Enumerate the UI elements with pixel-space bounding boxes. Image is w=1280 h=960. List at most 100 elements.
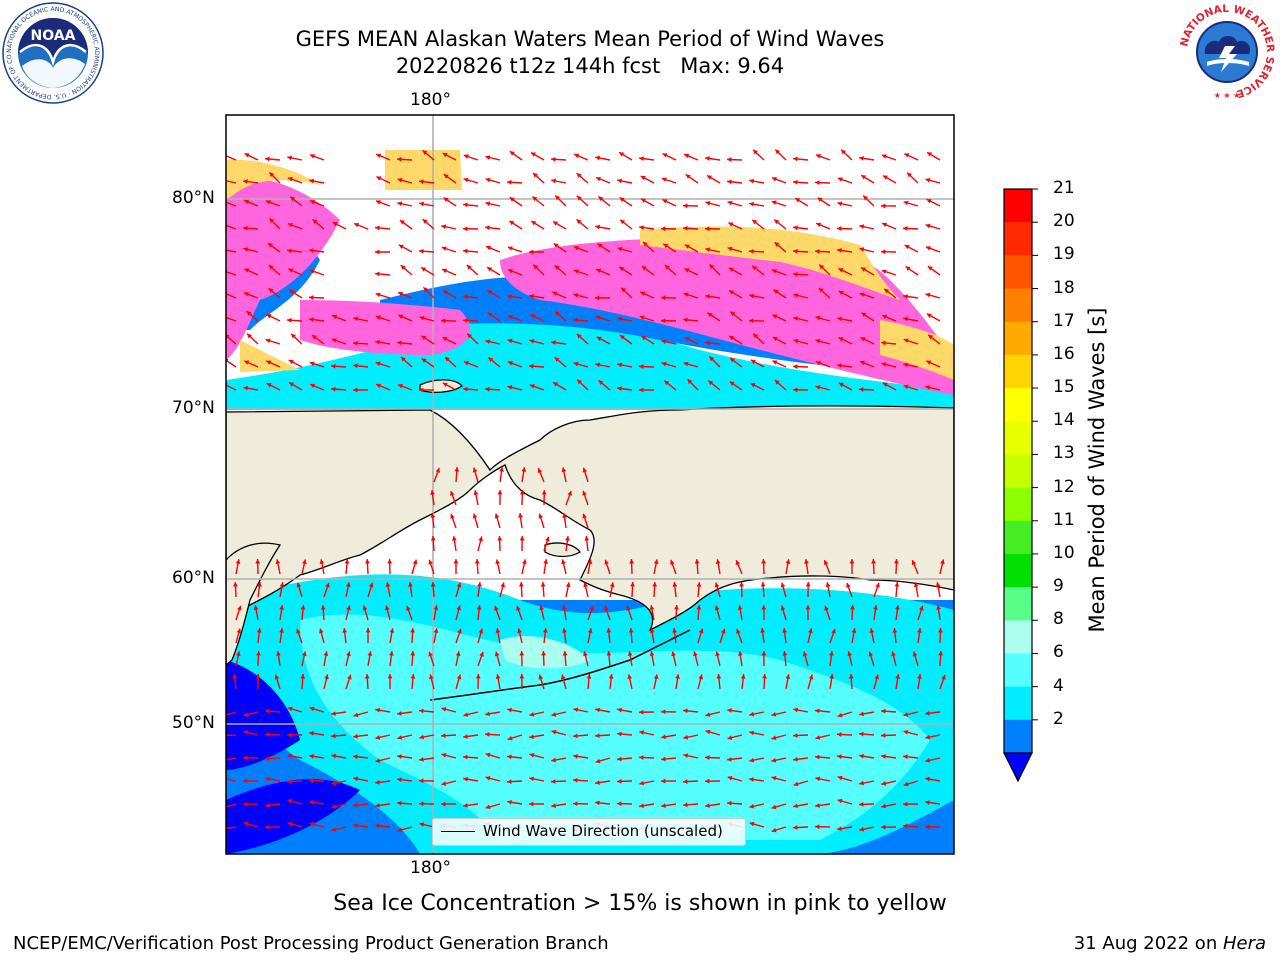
- wind-wave-arrowhead: [815, 754, 820, 760]
- colorbar-segment: [1004, 553, 1032, 588]
- wind-wave-arrowhead: [860, 360, 866, 366]
- noaa-logo: NATIONAL OCEANIC AND ATMOSPHERIC ADMINIS…: [0, 0, 104, 104]
- colorbar-segment: [1004, 653, 1032, 688]
- wind-wave-arrow: [226, 179, 237, 184]
- wind-wave-arrowhead: [422, 150, 428, 155]
- wind-wave-arrowhead: [793, 316, 799, 321]
- wind-wave-arrowhead: [816, 222, 822, 228]
- wind-wave-arrowhead: [595, 780, 600, 785]
- wind-wave-arrowhead: [519, 536, 525, 541]
- wind-wave-arrowhead: [452, 536, 457, 541]
- wind-wave-arrowhead: [410, 651, 416, 656]
- colorbar-tick-label: 19: [1053, 244, 1075, 265]
- wind-wave-arrowhead: [296, 582, 302, 588]
- wind-wave-arrow: [226, 384, 237, 391]
- wind-wave-arrowhead: [639, 387, 644, 393]
- wind-wave-arrowhead: [596, 268, 602, 274]
- wind-wave-arrowhead: [640, 198, 646, 203]
- wind-wave-arrowhead: [819, 264, 825, 270]
- wind-wave-arrowhead: [323, 651, 329, 656]
- colorbar-tick-label: 12: [1053, 476, 1075, 497]
- wind-wave-arrowhead: [553, 221, 559, 226]
- wind-wave-arrowhead: [532, 172, 538, 178]
- wind-wave-arrowhead: [421, 267, 427, 272]
- wind-wave-arrowhead: [442, 337, 448, 342]
- wind-wave-arrowhead: [750, 359, 756, 365]
- wind-wave-arrowhead: [517, 628, 522, 634]
- wind-wave-arrowhead: [639, 755, 644, 760]
- wind-wave-arrowhead: [500, 582, 506, 588]
- wind-wave-arrowhead: [255, 674, 261, 679]
- wind-wave-arrowhead: [561, 559, 566, 565]
- wind-wave-arrowhead: [521, 467, 527, 472]
- wind-wave-arrowhead: [698, 674, 704, 680]
- wind-wave-arrowhead: [243, 712, 249, 717]
- colorbar-segment: [1004, 719, 1032, 754]
- wind-wave-arrowhead: [456, 582, 462, 588]
- wind-wave-arrowhead: [663, 243, 669, 249]
- wind-wave-arrowhead: [760, 628, 766, 633]
- wind-wave-arrowhead: [476, 605, 482, 610]
- wind-wave-arrowhead: [444, 356, 450, 362]
- wind-wave-arrowhead: [573, 733, 578, 739]
- wind-wave-arrowhead: [793, 293, 799, 298]
- wind-wave-arrowhead: [269, 218, 275, 224]
- wind-wave-arrowhead: [353, 754, 358, 760]
- wind-wave-arrowhead: [400, 265, 406, 270]
- wind-wave-arrowhead: [649, 605, 655, 611]
- wind-wave-arrowhead: [894, 559, 899, 564]
- wind-wave-arrowhead: [619, 267, 625, 272]
- wind-wave-arrowhead: [664, 380, 670, 386]
- wind-wave-arrowhead: [376, 176, 382, 181]
- wind-wave-arrowhead: [849, 559, 855, 564]
- wind-wave-arrowhead: [815, 154, 821, 159]
- wind-wave-arrowhead: [649, 651, 655, 656]
- wind-wave-arrowhead: [884, 288, 890, 294]
- wind-wave-arrowhead: [891, 651, 896, 657]
- wind-wave-arrowhead: [353, 733, 358, 739]
- wind-wave-arrowhead: [265, 756, 270, 761]
- wind-wave-arrowhead: [375, 271, 380, 277]
- wind-wave-arrowhead: [672, 582, 678, 587]
- wind-wave-arrowhead: [507, 779, 512, 785]
- wind-wave-arrowhead: [661, 339, 667, 345]
- wind-wave-arrowhead: [429, 674, 434, 680]
- colorbar-tick-label: 10: [1053, 542, 1075, 563]
- wind-wave-arrowhead: [617, 778, 622, 784]
- wind-wave-arrowhead: [479, 651, 484, 657]
- wind-wave-arrowhead: [529, 338, 535, 344]
- wind-wave-arrowhead: [463, 202, 468, 208]
- wind-wave-arrowhead: [532, 196, 538, 202]
- wind-wave-arrowhead: [463, 712, 469, 717]
- lat-label-70: 70°N: [172, 398, 215, 418]
- wind-wave-arrowhead: [661, 778, 666, 784]
- wind-wave-arrowhead: [641, 335, 647, 341]
- map-frame: [225, 114, 955, 855]
- wind-wave-arrowhead: [253, 605, 259, 610]
- wind-wave-arrowhead: [507, 246, 513, 251]
- wind-wave-arrowhead: [771, 269, 777, 274]
- wind-wave-arrowhead: [749, 803, 755, 809]
- wind-wave-arrowhead: [311, 335, 317, 340]
- wind-wave-arrowhead: [771, 757, 777, 763]
- wind-wave-arrowhead: [903, 801, 908, 807]
- footer-host: Hera: [1222, 933, 1266, 954]
- wind-wave-arrowhead: [265, 156, 270, 162]
- wind-wave-arrowhead: [639, 709, 644, 715]
- wind-wave-arrowhead: [838, 382, 844, 388]
- wind-wave-arrowhead: [837, 316, 843, 322]
- wind-wave-arrowhead: [347, 674, 352, 680]
- wind-wave-arrowhead: [399, 220, 405, 225]
- wind-wave-arrowhead: [875, 582, 880, 588]
- wind-wave-arrowhead: [331, 753, 336, 759]
- wind-wave-arrowhead: [309, 706, 315, 712]
- wind-wave-arrowhead: [287, 177, 293, 182]
- wind-wave-arrowhead: [936, 605, 941, 610]
- wind-wave-arrowhead: [472, 467, 478, 473]
- wind-wave-arrowhead: [497, 490, 503, 495]
- wind-wave-arrowhead: [761, 651, 767, 656]
- wind-wave-arrowhead: [551, 757, 557, 763]
- wind-wave-arrowhead: [428, 651, 433, 657]
- wind-wave-arrowhead: [793, 179, 798, 185]
